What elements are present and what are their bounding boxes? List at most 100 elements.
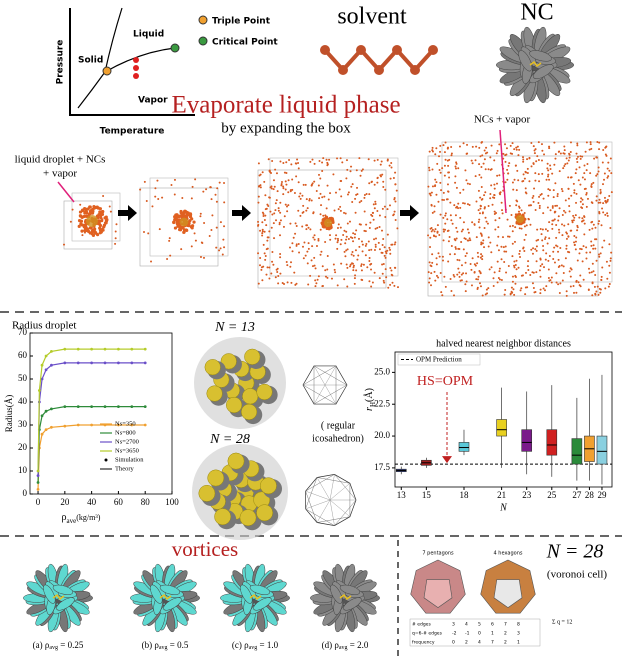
y-tick-label: 22.5 xyxy=(374,398,390,408)
vapor xyxy=(259,256,262,259)
vapor xyxy=(605,260,608,263)
vapor xyxy=(190,197,193,200)
vapor xyxy=(478,226,481,229)
vapor xyxy=(604,153,607,156)
table-cell: 3 xyxy=(452,622,455,628)
vapor xyxy=(484,216,487,219)
vapor xyxy=(378,248,381,251)
vapor xyxy=(211,214,214,217)
vapor xyxy=(181,196,184,199)
vapor xyxy=(336,284,339,287)
label: + vapor xyxy=(43,168,77,180)
legend-swatch xyxy=(198,36,208,46)
vapor xyxy=(323,195,326,198)
vapor xyxy=(555,204,558,207)
table-cell: frequency xyxy=(412,640,435,646)
point xyxy=(90,347,94,351)
vapor xyxy=(599,191,602,194)
vapor xyxy=(360,269,363,272)
vapor xyxy=(542,245,545,248)
vapor xyxy=(596,141,599,144)
vapor xyxy=(378,277,381,280)
vapor xyxy=(567,223,570,226)
vapor xyxy=(439,144,442,147)
vapor xyxy=(522,246,525,249)
axes xyxy=(69,8,195,116)
axis-label: Pressure xyxy=(56,40,66,85)
vapor xyxy=(515,146,518,149)
vapor xyxy=(513,240,516,243)
droplet xyxy=(80,229,84,233)
table-cell: 7 xyxy=(491,640,494,646)
axis-label-part: (Å) xyxy=(363,388,375,402)
vapor xyxy=(274,168,277,171)
vapor xyxy=(575,152,578,155)
vapor xyxy=(551,205,554,208)
vapor xyxy=(506,178,509,181)
droplet xyxy=(88,226,92,230)
vapor xyxy=(585,257,588,260)
vapor xyxy=(513,260,516,263)
vapor xyxy=(277,209,280,212)
vapor xyxy=(329,192,332,195)
vapor xyxy=(502,246,505,249)
vapor xyxy=(601,207,604,210)
dot xyxy=(133,73,139,79)
arrow xyxy=(118,205,137,221)
vapor xyxy=(530,165,533,168)
vapor xyxy=(359,174,362,177)
table-cell: 0 xyxy=(478,631,481,637)
rod xyxy=(518,50,533,72)
vapor xyxy=(562,272,565,275)
vapor xyxy=(439,181,442,184)
vapor xyxy=(266,203,269,206)
vapor xyxy=(544,228,547,231)
vapor xyxy=(109,210,112,213)
vapor xyxy=(290,261,293,264)
chart-title: halved nearest neighbor distances xyxy=(436,338,571,349)
droplet xyxy=(93,230,97,234)
vapor xyxy=(550,276,553,279)
droplet xyxy=(187,224,191,228)
vapor xyxy=(569,150,572,153)
vapor xyxy=(473,271,476,274)
vapor xyxy=(460,230,463,233)
vapor xyxy=(489,241,492,244)
vapor xyxy=(576,259,579,262)
vapor xyxy=(498,267,501,270)
vapor xyxy=(261,230,264,233)
vapor xyxy=(545,252,548,255)
vapor xyxy=(580,220,583,223)
vapor xyxy=(481,212,484,215)
vapor xyxy=(454,165,457,168)
vapor xyxy=(569,267,572,270)
vapor xyxy=(295,175,298,178)
vapor xyxy=(339,226,342,229)
vapor xyxy=(447,240,450,243)
vapor xyxy=(428,261,431,264)
vapor xyxy=(444,141,447,144)
vapor xyxy=(382,262,385,265)
vapor xyxy=(582,278,585,281)
vapor xyxy=(470,159,473,162)
vapor xyxy=(579,274,582,277)
vapor xyxy=(257,282,260,285)
vapor xyxy=(265,207,268,210)
vapor xyxy=(548,145,551,148)
vapor xyxy=(535,271,538,274)
vapor xyxy=(556,195,559,198)
vapor xyxy=(547,259,550,262)
vapor xyxy=(458,271,461,274)
vapor xyxy=(275,172,278,175)
table-cell: -1 xyxy=(465,631,470,637)
vapor xyxy=(575,280,578,283)
droplet xyxy=(188,219,192,223)
vapor xyxy=(449,278,452,281)
vapor xyxy=(313,162,316,165)
vapor xyxy=(583,187,586,190)
droplet xyxy=(78,210,83,214)
droplet xyxy=(93,227,97,231)
vapor xyxy=(446,198,449,201)
vapor xyxy=(429,194,432,197)
vapor xyxy=(608,243,611,246)
